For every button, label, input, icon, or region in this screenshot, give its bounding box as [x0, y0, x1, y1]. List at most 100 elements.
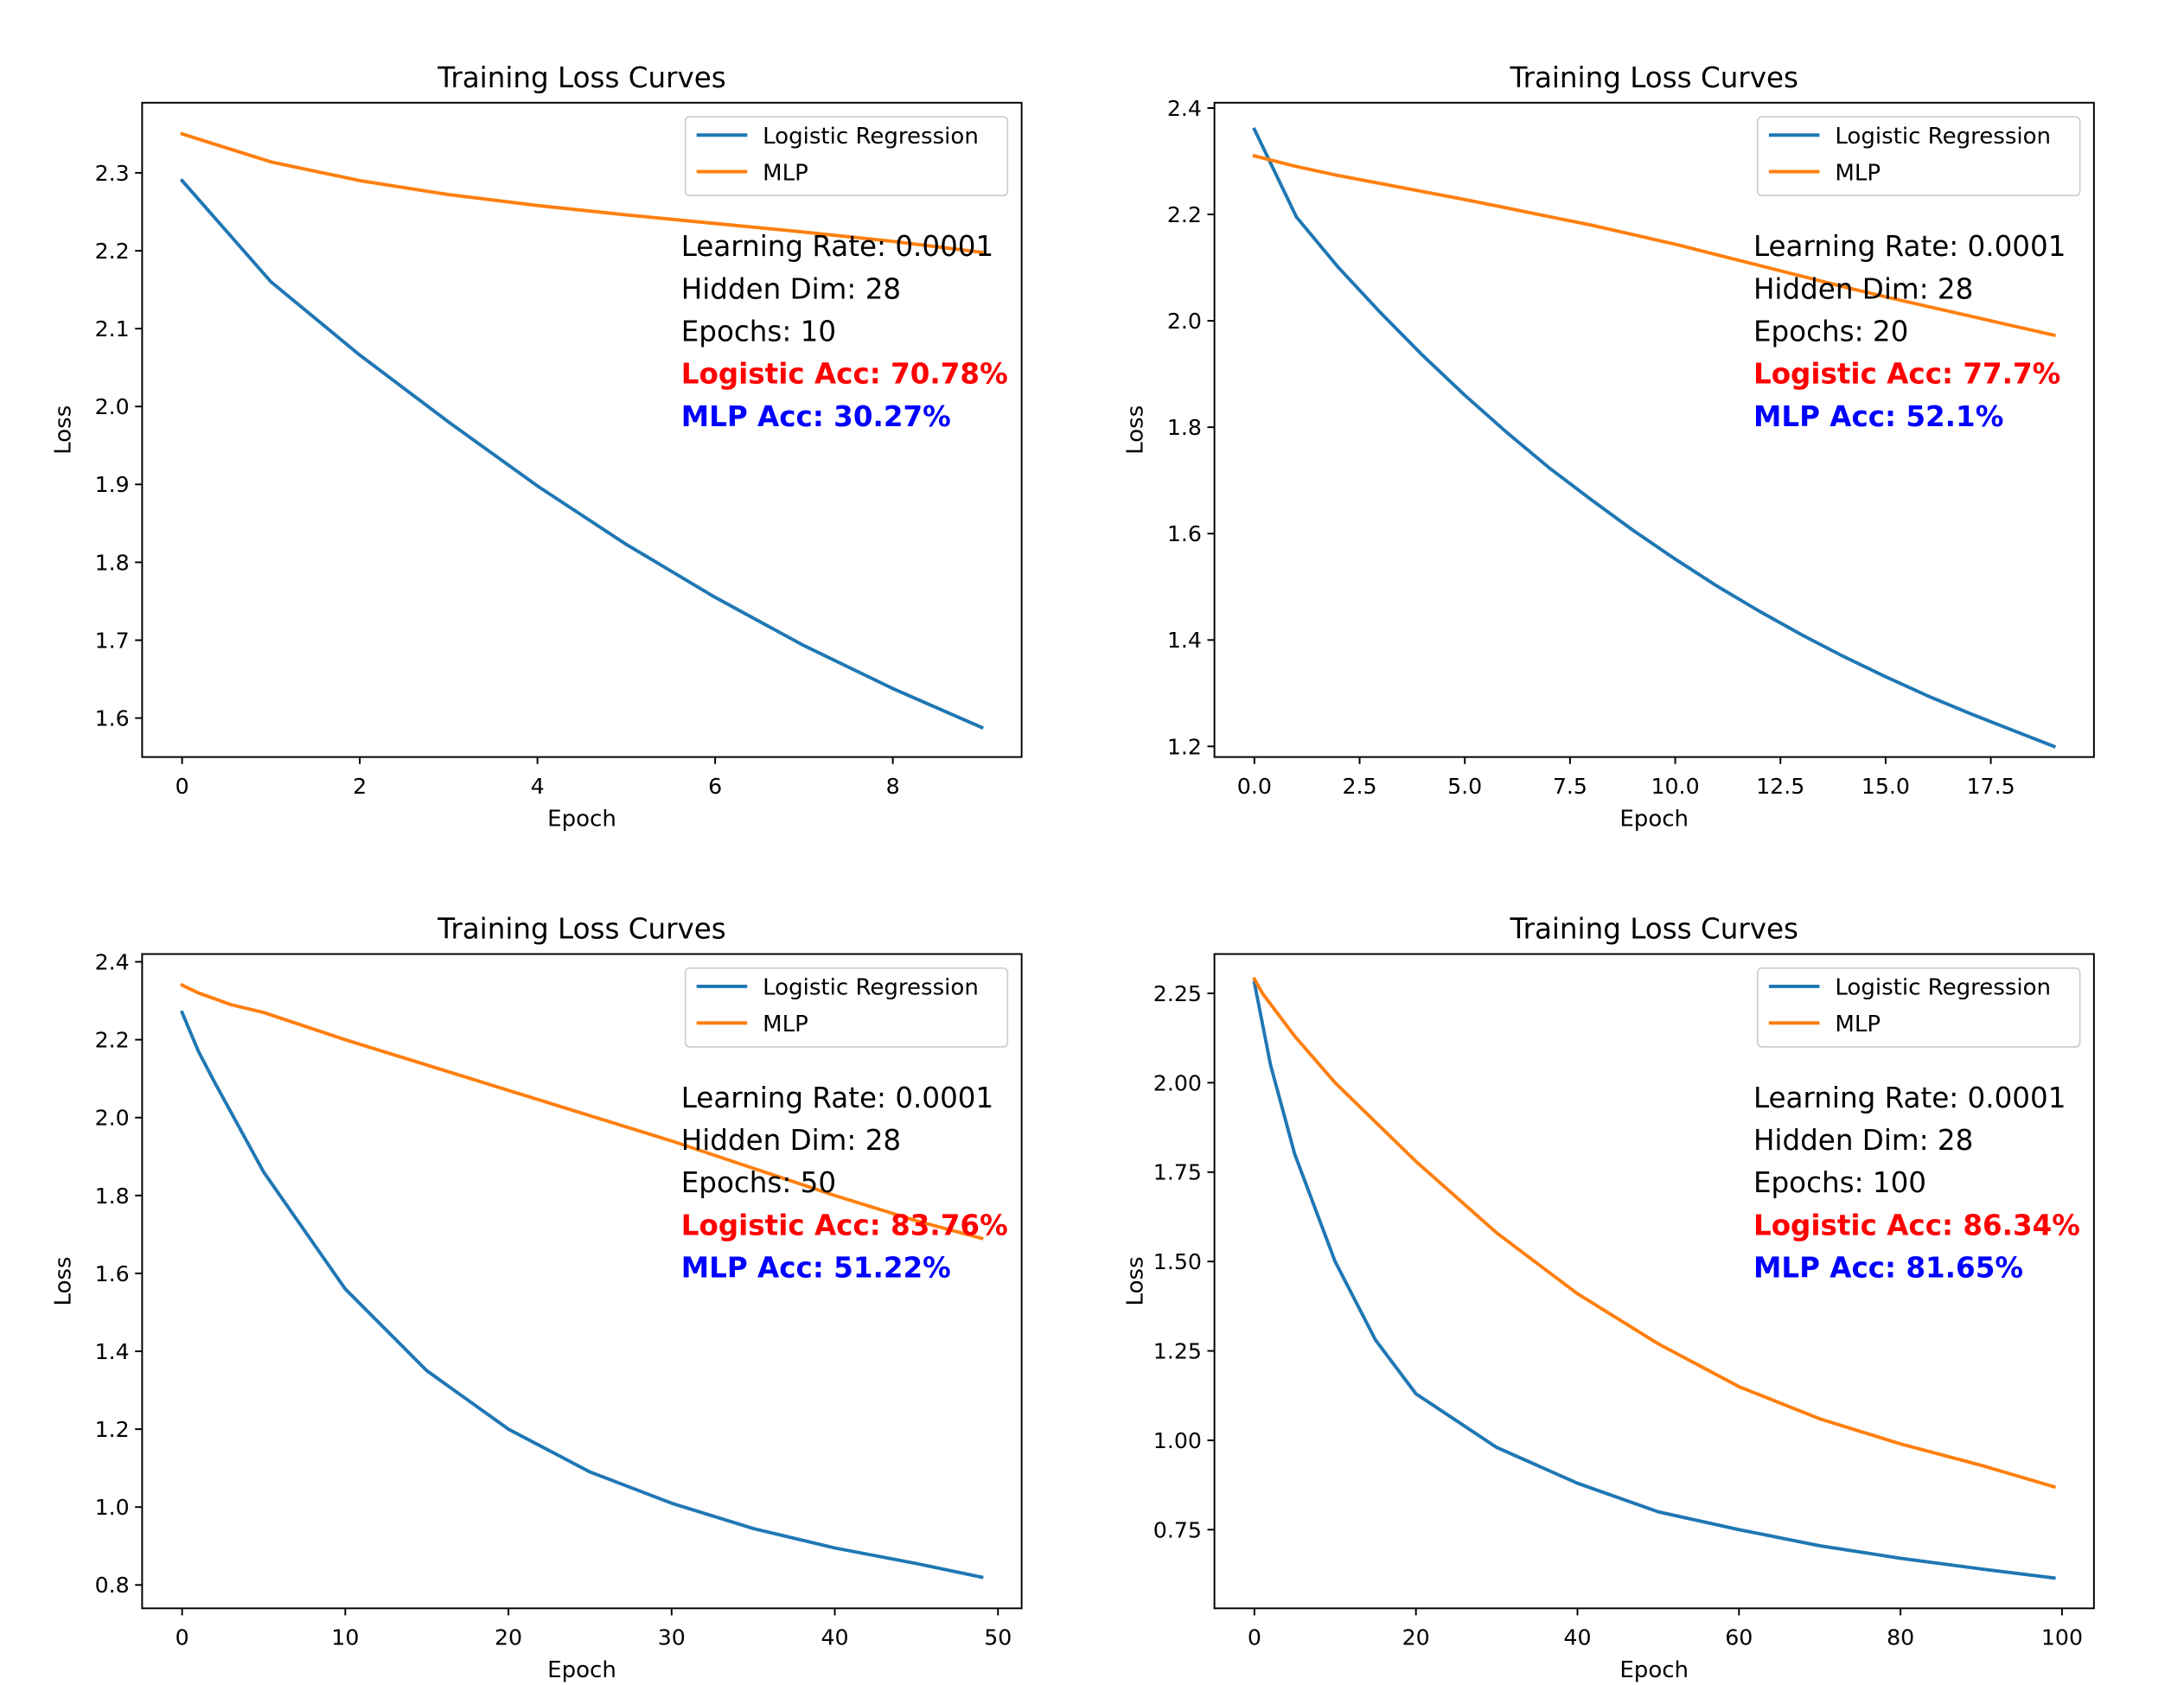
y-tick-label: 1.2	[1167, 734, 1202, 759]
y-tick-label: 2.3	[95, 161, 130, 186]
x-tick-label: 17.5	[1967, 774, 2015, 799]
legend-box	[684, 967, 1009, 1048]
annotation-mlp-acc: MLP Acc: 52.1%	[1753, 400, 2003, 433]
annotation-mlp-acc: MLP Acc: 51.22%	[681, 1252, 951, 1285]
x-axis-label: Epoch	[547, 1657, 616, 1683]
y-tick-label: 2.1	[95, 316, 130, 341]
legend-box	[1757, 967, 2081, 1048]
chart-panel-2: Training Loss Curves 0.0 2.5 5.0 7.5 10.0 12.5…	[1123, 61, 2095, 832]
series-line-mlp	[1252, 976, 2057, 1490]
y-tick-label: 2.2	[95, 1028, 130, 1053]
y-tick-label: 1.75	[1153, 1160, 1202, 1185]
plot-area-frame	[141, 101, 1023, 758]
y-tick-label: 2.0	[1167, 309, 1202, 334]
x-tick-label: 4	[531, 774, 545, 799]
x-tick-label: 2.5	[1342, 774, 1376, 799]
legend: Logistic Regression MLP	[1757, 116, 2081, 197]
chart-panel-1: Training Loss Curves 0 2 4 6 8 1.6 1.7 1.8 1.9 2.0…	[50, 61, 1023, 832]
y-tick-label: 1.2	[95, 1417, 130, 1442]
legend-label: MLP	[763, 160, 808, 186]
x-axis-label: Epoch	[1619, 806, 1689, 832]
annotation-learning-rate: Learning Rate: 0.0001	[1753, 230, 2066, 263]
y-axis-label: Loss	[1123, 1256, 1149, 1305]
y-tick-label: 1.7	[95, 628, 130, 653]
annotation-hidden-dim: Hidden Dim: 28	[1753, 1124, 1973, 1157]
series-line-logistic-regression	[1252, 126, 2057, 749]
x-tick-label: 40	[1563, 1625, 1591, 1650]
x-tick-label: 8	[886, 774, 900, 799]
legend-label: Logistic Regression	[1835, 975, 2051, 1001]
series-line-mlp	[179, 982, 984, 1241]
x-tick-label: 5.0	[1447, 774, 1482, 799]
y-tick-label: 1.9	[95, 472, 130, 497]
annotation-mlp-acc: MLP Acc: 30.27%	[681, 400, 951, 433]
annotation-logistic-acc: Logistic Acc: 70.78%	[681, 358, 1008, 391]
annotation-hidden-dim: Hidden Dim: 28	[681, 272, 901, 305]
annotation-mlp-acc: MLP Acc: 81.65%	[1753, 1252, 2023, 1285]
legend: Logistic Regression MLP	[1757, 967, 2081, 1048]
x-axis-label: Epoch	[1619, 1657, 1689, 1683]
y-tick-label: 2.00	[1153, 1070, 1202, 1095]
legend-label: MLP	[1835, 1012, 1881, 1037]
legend-box	[1757, 116, 2081, 197]
y-tick-label: 1.50	[1153, 1249, 1202, 1274]
x-tick-label: 15.0	[1862, 774, 1910, 799]
y-tick-label: 1.6	[1167, 521, 1202, 546]
y-tick-label: 1.8	[95, 550, 130, 575]
x-tick-label: 60	[1725, 1625, 1753, 1650]
x-tick-label: 0	[1248, 1625, 1261, 1650]
x-tick-label: 0	[176, 1625, 189, 1650]
x-axis-label: Epoch	[547, 806, 616, 832]
y-tick-label: 2.2	[95, 239, 130, 264]
legend-label: MLP	[763, 1012, 808, 1037]
x-tick-label: 50	[984, 1625, 1012, 1650]
y-tick-label: 1.25	[1153, 1339, 1202, 1364]
y-axis-label: Loss	[50, 1256, 76, 1305]
series-line-mlp	[180, 131, 984, 254]
x-tick-label: 12.5	[1756, 774, 1804, 799]
y-tick-label: 1.0	[95, 1495, 130, 1520]
y-tick-label: 2.4	[95, 949, 130, 974]
annotation-learning-rate: Learning Rate: 0.0001	[1753, 1082, 2066, 1114]
x-tick-label: 6	[708, 774, 722, 799]
y-tick-label: 1.00	[1153, 1428, 1202, 1453]
annotation-learning-rate: Learning Rate: 0.0001	[681, 1082, 993, 1114]
x-tick-label: 10.0	[1651, 774, 1699, 799]
y-tick-label: 0.75	[1153, 1517, 1202, 1542]
chart-title: Training Loss Curves	[1509, 913, 1798, 946]
x-tick-label: 100	[2041, 1625, 2083, 1650]
annotation-epochs: Epochs: 100	[1753, 1166, 1926, 1199]
annotation-epochs: Epochs: 50	[681, 1166, 836, 1199]
y-axis-label: Loss	[50, 405, 76, 455]
y-tick-label: 2.2	[1167, 202, 1202, 227]
plot-area-frame	[141, 953, 1023, 1610]
y-tick-label: 2.4	[1167, 96, 1202, 121]
y-tick-label: 1.6	[95, 1261, 130, 1286]
x-tick-label: 10	[331, 1625, 359, 1650]
series-line-logistic-regression	[179, 178, 984, 730]
x-tick-label: 20	[495, 1625, 522, 1650]
annotation-logistic-acc: Logistic Acc: 86.34%	[1753, 1209, 2080, 1241]
x-tick-label: 30	[658, 1625, 686, 1650]
plot-area-frame	[1213, 953, 2095, 1610]
y-tick-label: 1.8	[1167, 415, 1202, 440]
x-tick-label: 0.0	[1237, 774, 1272, 799]
annotation-hidden-dim: Hidden Dim: 28	[681, 1124, 901, 1157]
series-line-mlp	[1252, 153, 2056, 338]
legend: Logistic Regression MLP	[684, 116, 1009, 197]
annotation-epochs: Epochs: 20	[1753, 316, 1908, 348]
annotation-logistic-acc: Logistic Acc: 83.76%	[681, 1209, 1008, 1241]
y-tick-label: 2.0	[95, 394, 130, 419]
y-tick-label: 1.8	[95, 1184, 130, 1209]
chart-title: Training Loss Curves	[437, 913, 725, 946]
chart-panel-3: Training Loss Curves 0 10 20 30 40 50 0.8 1.0 1.2…	[50, 913, 1023, 1683]
legend-label: MLP	[1835, 160, 1881, 186]
annotation-epochs: Epochs: 10	[681, 316, 836, 348]
y-axis-label: Loss	[1123, 405, 1149, 455]
x-tick-label: 7.5	[1553, 774, 1587, 799]
x-tick-label: 0	[176, 774, 189, 799]
x-tick-label: 40	[821, 1625, 848, 1650]
legend-box	[684, 116, 1009, 197]
annotation-learning-rate: Learning Rate: 0.0001	[681, 230, 993, 263]
x-tick-label: 2	[353, 774, 367, 799]
